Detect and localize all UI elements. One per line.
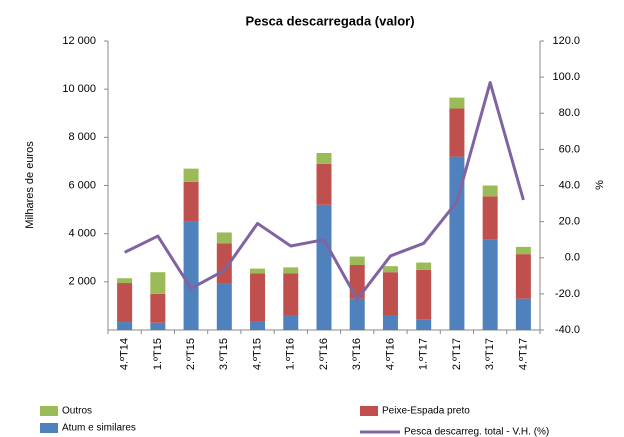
- y2-tick-label: 120.0: [552, 35, 580, 47]
- bar-segment: [250, 268, 266, 274]
- x-tick-label: 4.ºT14: [119, 338, 131, 370]
- bar-segment: [416, 262, 432, 270]
- x-tick-label: 3.ºT17: [484, 338, 496, 370]
- bar-segment: [316, 204, 332, 330]
- line-series: [123, 81, 525, 301]
- bar-segment: [416, 319, 432, 330]
- y-tick-label: 6 000: [68, 179, 96, 191]
- bar-segment: [515, 254, 531, 299]
- x-tick-label: 4.ºT15: [251, 338, 263, 370]
- y-tick-label: 2 000: [68, 276, 96, 288]
- y-tick-label: 10 000: [62, 83, 96, 95]
- bar-segment: [449, 156, 465, 330]
- legend-swatch: [40, 423, 58, 433]
- x-tick-label: 2.ºT17: [451, 338, 463, 370]
- bar-segment: [349, 298, 365, 330]
- y2-tick-label: 100.0: [552, 71, 580, 83]
- bar-segment: [316, 152, 332, 164]
- y2-axis-label: %: [594, 180, 606, 190]
- bar-segment: [117, 322, 133, 330]
- legend-swatch: [360, 406, 378, 416]
- legend-label: Pesca descarreg. total - V.H. (%): [404, 427, 549, 437]
- bar-segment: [216, 232, 232, 244]
- bar-segment: [183, 221, 199, 330]
- x-tick-label: 2.ºT16: [318, 338, 330, 370]
- bar-segment: [482, 185, 498, 197]
- bar-segment: [316, 163, 332, 205]
- bar-segment: [150, 293, 166, 323]
- x-tick-label: 3.ºT16: [351, 338, 363, 370]
- y-axis-label: Milhares de euros: [24, 141, 36, 229]
- bar-segment: [283, 273, 299, 316]
- legend-label: Outros: [62, 406, 92, 417]
- legend-label: Atum e similares: [62, 423, 136, 434]
- x-tick-label: 1.ºT17: [418, 338, 430, 370]
- bar-segment: [250, 321, 266, 330]
- bar-segment: [482, 239, 498, 330]
- bar-segment: [117, 283, 133, 323]
- bar-segment: [482, 196, 498, 240]
- y2-tick-label: 40.0: [559, 179, 580, 191]
- bar-segment: [382, 266, 398, 273]
- bar-segment: [117, 278, 133, 284]
- bar-segment: [349, 256, 365, 265]
- bar-segment: [150, 322, 166, 330]
- x-tick-label: 3.ºT15: [218, 338, 230, 370]
- bar-segment: [250, 273, 266, 322]
- bar-segment: [283, 267, 299, 274]
- bar-segment: [183, 181, 199, 222]
- bar-segment: [416, 269, 432, 320]
- legend-label: Peixe-Espada preto: [382, 406, 470, 417]
- x-tick-label: 2.ºT15: [185, 338, 197, 370]
- bar-segment: [183, 168, 199, 182]
- bar-segment: [515, 298, 531, 330]
- chart-title: Pesca descarregada (valor): [245, 13, 414, 28]
- x-tick-label: 4.ºT17: [517, 338, 529, 370]
- y2-tick-label: 60.0: [559, 143, 580, 155]
- x-tick-label: 1.ºT16: [285, 338, 297, 370]
- bar-segment: [216, 283, 232, 330]
- bar-segment: [449, 97, 465, 109]
- y-tick-label: 8 000: [68, 131, 96, 143]
- bar-segment: [515, 246, 531, 255]
- y-tick-label: 12 000: [62, 35, 96, 47]
- bar-segment: [150, 272, 166, 294]
- bar-segment: [382, 315, 398, 330]
- y2-tick-label: 80.0: [559, 107, 580, 119]
- bar-segment: [449, 108, 465, 157]
- x-tick-label: 1.ºT15: [152, 338, 164, 370]
- y2-tick-label: 20.0: [559, 216, 580, 228]
- y-tick-label: 4 000: [68, 228, 96, 240]
- bar-segment: [283, 315, 299, 330]
- legend-swatch: [40, 406, 58, 416]
- bar-segment: [382, 272, 398, 316]
- y2-tick-label: 0.0: [565, 252, 580, 264]
- x-tick-label: 4.ºT16: [384, 338, 396, 370]
- y2-tick-label: -20.0: [555, 288, 580, 300]
- y2-tick-label: -40.0: [555, 324, 580, 336]
